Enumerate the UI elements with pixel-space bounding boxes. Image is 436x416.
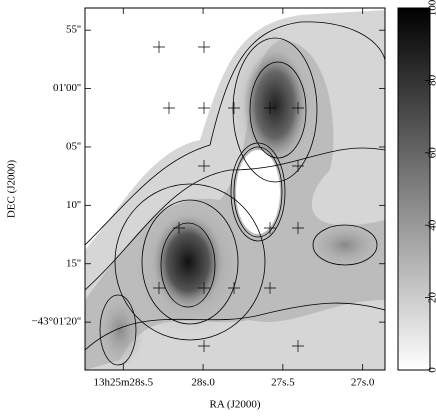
- plot-frame: [84, 7, 386, 371]
- colorbar-tick-label: 40: [427, 219, 436, 231]
- colorbar-tick-label: 80: [427, 74, 436, 86]
- y-axis-label: DEC (J2000): [6, 159, 18, 218]
- y-tick-label: 55'': [66, 24, 81, 36]
- y-tick-label: 15'': [66, 257, 81, 269]
- x-tick-label: 27s.0: [351, 377, 375, 389]
- colorbar-tick-label: 0: [427, 367, 436, 373]
- crosses: [153, 41, 304, 352]
- x-tick-label: 13h25m28s.5: [94, 377, 154, 389]
- colorbar: [397, 7, 431, 371]
- colorbar-tick-label: 20: [427, 292, 436, 304]
- y-tick-label: −43°01'20'': [31, 316, 81, 328]
- sky-image: [85, 8, 385, 370]
- colorbar-tick-label: 60: [427, 147, 436, 159]
- x-tick-label: 28s.0: [191, 377, 215, 389]
- y-tick-label: 10'': [66, 199, 81, 211]
- colorbar-tick-label: 100: [427, 0, 436, 16]
- y-tick-label: 01'00'': [53, 82, 81, 94]
- x-tick-label: 27s.5: [271, 377, 295, 389]
- x-axis-label: RA (J2000): [209, 399, 260, 411]
- y-tick-label: 05'': [66, 140, 81, 152]
